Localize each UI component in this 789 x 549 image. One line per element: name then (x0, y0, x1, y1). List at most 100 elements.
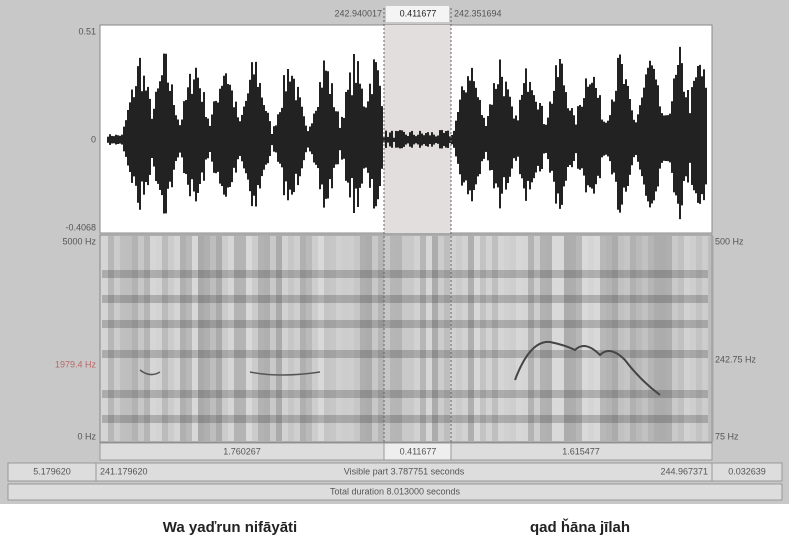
window-end: 244.967371 (660, 466, 708, 476)
spectrogram-column (606, 236, 612, 441)
spectrogram-column (456, 236, 462, 441)
spectrogram-column (282, 236, 288, 441)
spectrogram-column (186, 236, 192, 441)
spectrogram-column (324, 236, 330, 441)
spectrogram-column (672, 236, 678, 441)
spectrogram-column (480, 236, 486, 441)
formant-band (102, 390, 708, 398)
spectrogram-column (468, 236, 474, 441)
spectrogram-column (114, 236, 120, 441)
spectrogram-column (390, 236, 396, 441)
spectrogram-column (198, 236, 204, 441)
spectrogram-column (150, 236, 156, 441)
formant-band (102, 415, 708, 423)
spectrogram-column (312, 236, 318, 441)
spectrogram-column (120, 236, 126, 441)
spectrogram-column (636, 236, 642, 441)
spectrogram-column (132, 236, 138, 441)
freq-min: 0 Hz (77, 431, 96, 441)
spectrogram-column (708, 236, 714, 441)
spectrogram-column (522, 236, 528, 441)
spectrogram-column (432, 236, 438, 441)
left-total[interactable]: 5.179620 (33, 466, 71, 476)
spectrogram-column (618, 236, 624, 441)
spectrogram-column (588, 236, 594, 441)
spectrogram-column (354, 236, 360, 441)
spectrogram-column (108, 236, 114, 441)
spectrogram-column (180, 236, 186, 441)
spectrogram-column (378, 236, 384, 441)
spectrogram-column (666, 236, 672, 441)
spectrogram-column (384, 236, 390, 441)
selection-end: 242.351694 (454, 8, 502, 18)
spectrogram-column (696, 236, 702, 441)
spectrogram-column (414, 236, 420, 441)
spectrogram-column (642, 236, 648, 441)
spectrogram-column (126, 236, 132, 441)
spectrogram-column (564, 236, 570, 441)
spectrogram-column (156, 236, 162, 441)
spectrogram-column (168, 236, 174, 441)
spectrogram-column (318, 236, 324, 441)
spectrogram-column (306, 236, 312, 441)
spectrogram-column (654, 236, 660, 441)
pitch-cursor: 242.75 Hz (715, 354, 757, 364)
selection-waveform (384, 25, 451, 233)
total-duration[interactable]: Total duration 8.013000 seconds (330, 486, 461, 496)
freq-max: 5000 Hz (62, 236, 96, 246)
time-selection[interactable]: 0.411677 (400, 446, 437, 456)
spectrogram-column (102, 236, 108, 441)
selection-start: 242.940017 (334, 8, 382, 18)
spectrogram-column (240, 236, 246, 441)
spectrogram-column (528, 236, 534, 441)
spectrogram-column (264, 236, 270, 441)
formant-band (102, 270, 708, 278)
spectrogram-column (594, 236, 600, 441)
spectrogram-column (288, 236, 294, 441)
spectrogram-column (252, 236, 258, 441)
spectrogram-column (294, 236, 300, 441)
spectrogram-column (582, 236, 588, 441)
spectrogram-column (546, 236, 552, 441)
time-after[interactable]: 1.615477 (562, 446, 600, 456)
spectrogram-column (510, 236, 516, 441)
spectrogram-column (540, 236, 546, 441)
spectrogram-column (660, 236, 666, 441)
spectrogram-column (558, 236, 564, 441)
spectrogram-column (366, 236, 372, 441)
spectrogram-column (624, 236, 630, 441)
spectrogram-column (438, 236, 444, 441)
spectrogram-column (336, 236, 342, 441)
spectrogram-column (174, 236, 180, 441)
praat-editor: 242.940017 0.411677 242.351694 0.51 0 -0… (0, 0, 789, 544)
spectrogram-column (420, 236, 426, 441)
spectrogram-column (204, 236, 210, 441)
formant-band (102, 320, 708, 328)
amp-zero: 0 (91, 134, 96, 144)
spectrogram (102, 236, 714, 441)
spectrogram-column (498, 236, 504, 441)
pitch-min: 75 Hz (715, 431, 739, 441)
spectrogram-column (678, 236, 684, 441)
freq-cursor: 1979.4 Hz (55, 359, 97, 369)
time-before[interactable]: 1.760267 (223, 446, 261, 456)
spectrogram-column (534, 236, 540, 441)
right-total[interactable]: 0.032639 (728, 466, 766, 476)
spectrogram-column (684, 236, 690, 441)
spectrogram-column (474, 236, 480, 441)
spectrogram-column (552, 236, 558, 441)
visible-part[interactable]: Visible part 3.787751 seconds (344, 466, 465, 476)
spectrogram-column (492, 236, 498, 441)
spectrogram-column (138, 236, 144, 441)
selection-duration[interactable]: 0.411677 (400, 8, 437, 18)
spectrogram-column (408, 236, 414, 441)
spectrogram-column (576, 236, 582, 441)
spectrogram-column (504, 236, 510, 441)
spectrogram-column (444, 236, 450, 441)
spectrogram-column (402, 236, 408, 441)
spectrogram-column (258, 236, 264, 441)
spectrogram-column (630, 236, 636, 441)
spectrogram-column (348, 236, 354, 441)
caption: qad ȟāna jīlah (530, 518, 630, 536)
caption: Wa yaďrun nifāyāti (163, 519, 297, 536)
